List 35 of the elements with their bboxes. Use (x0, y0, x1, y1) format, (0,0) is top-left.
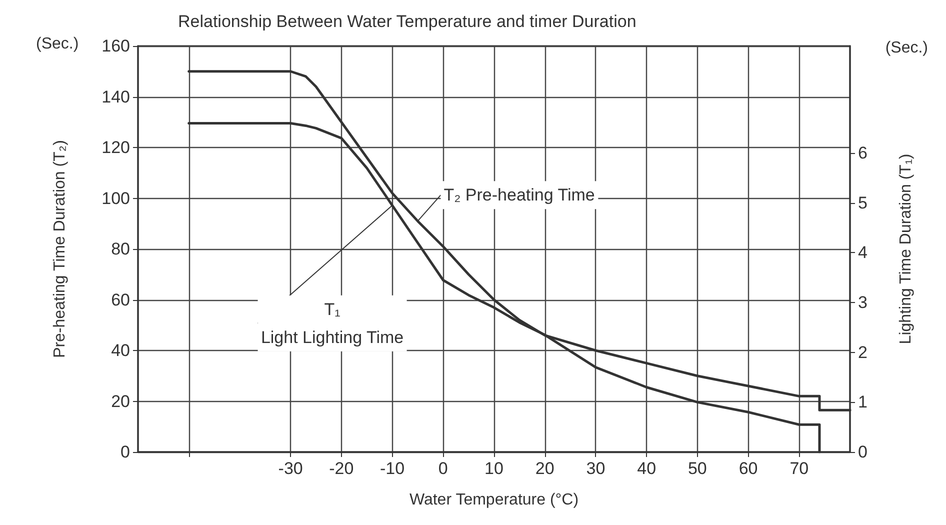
y2-tick-label: 2 (858, 342, 868, 362)
y-tick-label: 60 (111, 290, 130, 310)
chart-title: Relationship Between Water Temperature and timer Duration (178, 12, 636, 31)
y-tick-label: 140 (102, 87, 130, 106)
y-tick-label: 0 (120, 442, 130, 462)
x-axis-title: Water Temperature (°C) (409, 492, 579, 508)
y2-tick-label: 6 (858, 144, 868, 163)
series-label: T₂ Pre-heating Time (444, 186, 595, 205)
x-tick-label: 0 (438, 459, 448, 478)
text: T₁ Light Lighting Time (260, 300, 404, 347)
text: (Sec.) (36, 36, 79, 52)
y2-tick-label: 1 (858, 392, 868, 412)
x-tick-label: 40 (637, 459, 656, 478)
y2-tick-label: 3 (858, 293, 868, 312)
x-tick-label: 50 (688, 459, 707, 478)
x-tick-label: -30 (278, 459, 303, 478)
y2-tick-label: 4 (858, 243, 868, 262)
y2-tick-label: 5 (858, 193, 868, 212)
y-tick-label: 120 (102, 138, 130, 157)
y-tick-label: 160 (102, 36, 130, 56)
x-tick-label: 20 (535, 459, 554, 478)
x-tick-label: -20 (329, 459, 354, 478)
y-tick-label: 40 (111, 341, 130, 360)
x-tick-label: 70 (790, 459, 809, 478)
y-tick-label: 100 (102, 188, 130, 208)
x-tick-label: -10 (380, 459, 405, 478)
y-axis-title: Pre-heating Time Duration (T₂) (52, 140, 68, 358)
text: (Sec.) (885, 40, 928, 56)
x-tick-label: 30 (586, 459, 606, 478)
y-tick-label: 80 (111, 240, 130, 258)
y2-axis-title: Lighting Time Duration (T₁) (898, 154, 914, 344)
x-tick-label: 10 (484, 459, 504, 478)
y2-tick-label: 0 (858, 442, 868, 462)
x-tick-label: 60 (738, 459, 758, 478)
y-tick-label: 20 (111, 392, 130, 411)
